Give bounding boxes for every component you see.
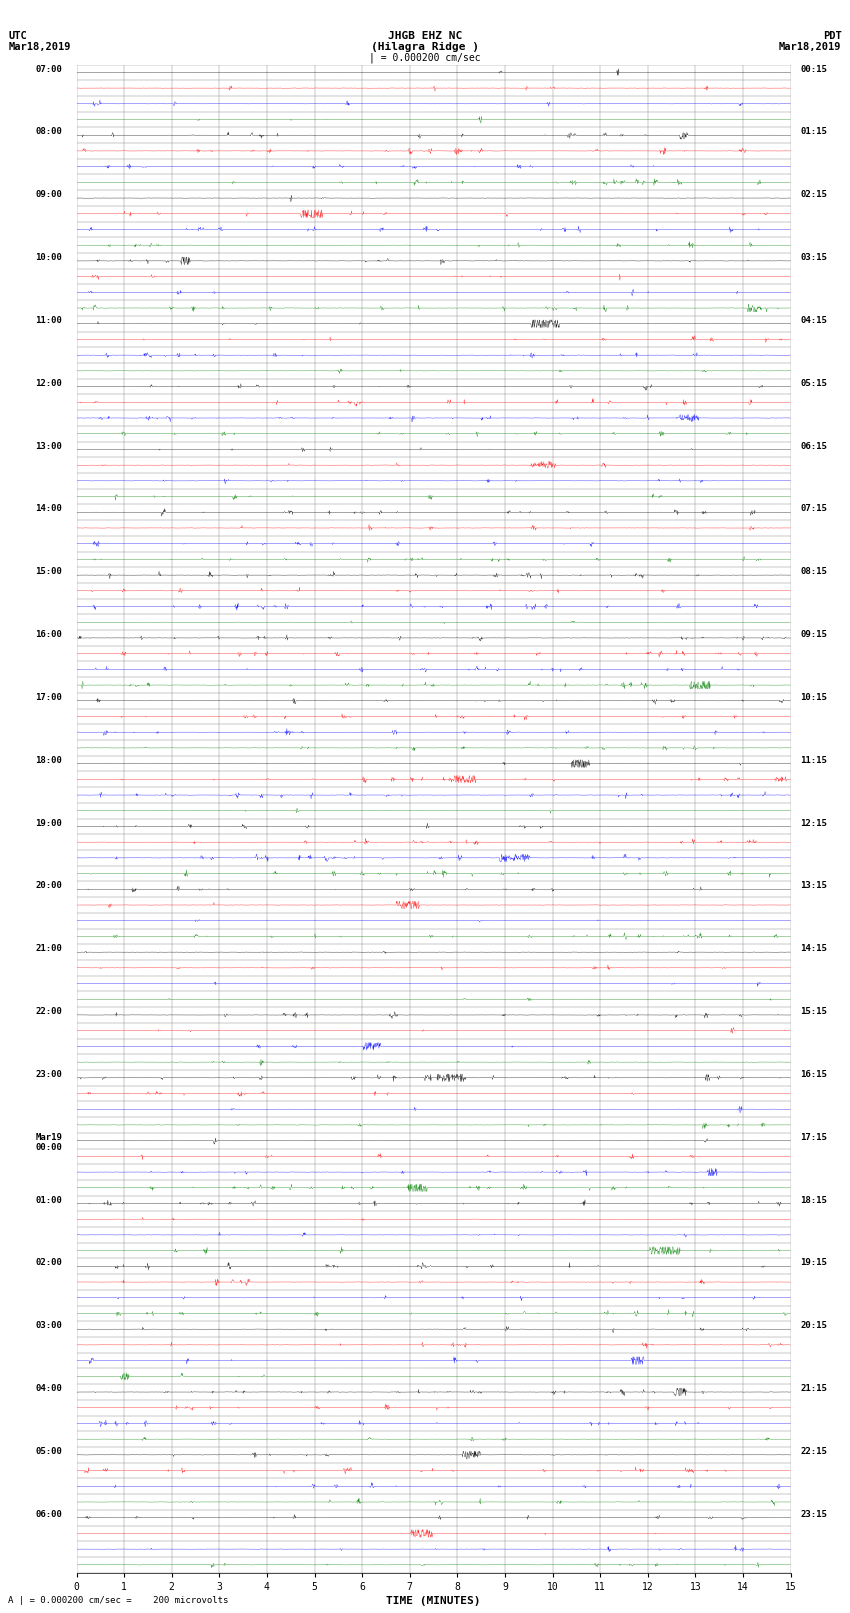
Text: 04:15: 04:15 (800, 316, 827, 324)
Text: Mar18,2019: Mar18,2019 (8, 42, 71, 52)
Text: 03:00: 03:00 (36, 1321, 62, 1331)
Text: 00:15: 00:15 (800, 65, 827, 74)
Text: 01:15: 01:15 (800, 127, 827, 137)
Text: JHGB EHZ NC: JHGB EHZ NC (388, 31, 462, 40)
Text: 15:00: 15:00 (36, 568, 62, 576)
Text: 23:15: 23:15 (800, 1510, 827, 1519)
Text: 22:00: 22:00 (36, 1007, 62, 1016)
Text: Mar18,2019: Mar18,2019 (779, 42, 842, 52)
Text: 13:00: 13:00 (36, 442, 62, 450)
Text: 07:00: 07:00 (36, 65, 62, 74)
Text: 05:00: 05:00 (36, 1447, 62, 1457)
Text: 06:00: 06:00 (36, 1510, 62, 1519)
Text: Mar19
00:00: Mar19 00:00 (36, 1132, 62, 1152)
Text: 22:15: 22:15 (800, 1447, 827, 1457)
Text: 01:00: 01:00 (36, 1195, 62, 1205)
Text: 21:00: 21:00 (36, 944, 62, 953)
Text: 08:00: 08:00 (36, 127, 62, 137)
Text: 12:00: 12:00 (36, 379, 62, 387)
Text: 05:15: 05:15 (800, 379, 827, 387)
Text: 11:00: 11:00 (36, 316, 62, 324)
Text: 09:00: 09:00 (36, 190, 62, 198)
Text: 02:15: 02:15 (800, 190, 827, 198)
Text: 02:00: 02:00 (36, 1258, 62, 1268)
Text: 16:00: 16:00 (36, 631, 62, 639)
Text: 17:15: 17:15 (800, 1132, 827, 1142)
Text: 16:15: 16:15 (800, 1069, 827, 1079)
Text: (Hilagra Ridge ): (Hilagra Ridge ) (371, 42, 479, 52)
Text: 20:15: 20:15 (800, 1321, 827, 1331)
Text: 19:00: 19:00 (36, 819, 62, 827)
Text: A | = 0.000200 cm/sec =    200 microvolts: A | = 0.000200 cm/sec = 200 microvolts (8, 1595, 229, 1605)
Text: 21:15: 21:15 (800, 1384, 827, 1394)
Text: 18:15: 18:15 (800, 1195, 827, 1205)
Text: 15:15: 15:15 (800, 1007, 827, 1016)
Text: 09:15: 09:15 (800, 631, 827, 639)
Text: 06:15: 06:15 (800, 442, 827, 450)
Text: 03:15: 03:15 (800, 253, 827, 261)
Text: 23:00: 23:00 (36, 1069, 62, 1079)
Text: 04:00: 04:00 (36, 1384, 62, 1394)
Text: 07:15: 07:15 (800, 505, 827, 513)
Text: 14:00: 14:00 (36, 505, 62, 513)
Text: 13:15: 13:15 (800, 881, 827, 890)
Text: 20:00: 20:00 (36, 881, 62, 890)
Text: | = 0.000200 cm/sec: | = 0.000200 cm/sec (369, 52, 481, 63)
Text: 18:00: 18:00 (36, 756, 62, 765)
Text: 08:15: 08:15 (800, 568, 827, 576)
Text: 11:15: 11:15 (800, 756, 827, 765)
X-axis label: TIME (MINUTES): TIME (MINUTES) (386, 1595, 481, 1607)
Text: UTC: UTC (8, 31, 27, 40)
Text: 17:00: 17:00 (36, 694, 62, 702)
Text: 19:15: 19:15 (800, 1258, 827, 1268)
Text: 10:00: 10:00 (36, 253, 62, 261)
Text: 10:15: 10:15 (800, 694, 827, 702)
Text: 14:15: 14:15 (800, 944, 827, 953)
Text: 12:15: 12:15 (800, 819, 827, 827)
Text: PDT: PDT (823, 31, 842, 40)
